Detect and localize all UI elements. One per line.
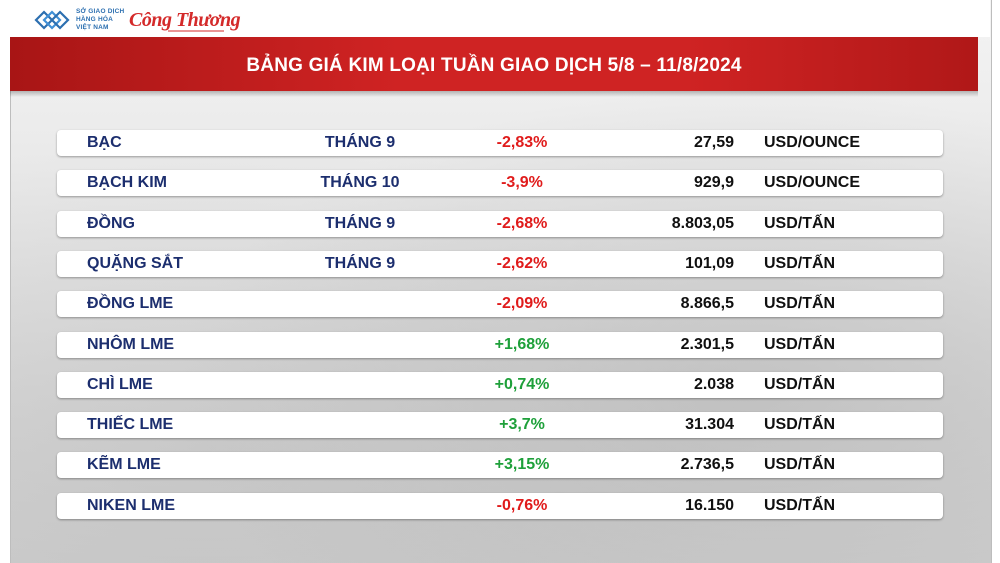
table-row: BẠCH KIM THÁNG 10 -3,9% 929,9 USD/OUNCE [57, 170, 943, 196]
change-percent: +3,7% [499, 416, 545, 433]
price-value: 2.038 [693, 376, 734, 393]
change-percent: +1,68% [494, 336, 550, 353]
header-bar: SỞ GIAO DỊCH HÀNG HÓA VIỆT NAM Công Thươ… [10, 0, 990, 37]
contract-month [305, 493, 415, 519]
sgd-logo-line: SỞ GIAO DỊCH [76, 8, 125, 15]
table-row: CHÌ LME +0,74% 2.038 USD/TẤN [57, 372, 943, 398]
table-row: ĐỒNG THÁNG 9 -2,68% 8.803,05 USD/TẤN [57, 211, 943, 237]
contract-month [305, 372, 415, 398]
price-unit: USD/OUNCE [764, 174, 861, 191]
metal-name: BẠC [87, 134, 122, 151]
price-unit: USD/TẤN [764, 497, 836, 514]
table-row: QUẶNG SẮT THÁNG 9 -2,62% 101,09 USD/TẤN [57, 251, 943, 277]
change-percent: -2,68% [496, 215, 548, 232]
metal-name: CHÌ LME [87, 376, 153, 393]
metal-name: NIKEN LME [87, 497, 175, 514]
change-percent: -0,76% [496, 497, 548, 514]
price-value: 31.304 [685, 416, 734, 433]
price-unit: USD/TẤN [764, 336, 836, 353]
price-value: 8.866,5 [680, 295, 734, 312]
change-percent: +3,15% [494, 456, 550, 473]
sgd-logo-line: VIỆT NAM [76, 24, 109, 31]
banner-shadow [10, 91, 978, 97]
change-percent: -2,09% [496, 295, 548, 312]
contract-month: THÁNG 9 [324, 215, 396, 232]
metal-name: BẠCH KIM [87, 174, 167, 191]
price-value: 929,9 [693, 174, 734, 191]
metal-name: THIẾC LME [87, 416, 174, 433]
table-row: NHÔM LME +1,68% 2.301,5 USD/TẤN [57, 332, 943, 358]
metal-name: KẼM LME [87, 456, 161, 473]
metal-name: QUẶNG SẮT [87, 255, 183, 272]
congthuong-logo: Công Thương [129, 9, 241, 31]
price-value: 16.150 [685, 497, 734, 514]
change-percent: -3,9% [501, 174, 543, 191]
contract-month [305, 332, 415, 358]
metal-name: ĐỒNG [87, 215, 135, 232]
price-value: 27,59 [693, 134, 734, 151]
price-unit: USD/TẤN [764, 255, 836, 272]
price-unit: USD/TẤN [764, 295, 836, 312]
contract-month: THÁNG 9 [324, 134, 396, 151]
price-unit: USD/TẤN [764, 456, 836, 473]
price-unit: USD/TẤN [764, 376, 836, 393]
change-percent: -2,62% [496, 255, 548, 272]
title-banner: BẢNG GIÁ KIM LOẠI TUẦN GIAO DỊCH 5/8 – 1… [10, 37, 978, 91]
price-unit: USD/TẤN [764, 416, 836, 433]
contract-month [305, 452, 415, 478]
change-percent: +0,74% [494, 376, 550, 393]
price-value: 8.803,05 [671, 215, 734, 232]
contract-month [305, 291, 415, 317]
price-unit: USD/TẤN [764, 215, 836, 232]
metal-name: NHÔM LME [87, 336, 175, 353]
contract-month: THÁNG 9 [324, 255, 396, 272]
metal-name: ĐỒNG LME [87, 295, 174, 312]
congthuong-logo-underline [168, 30, 224, 32]
contract-month [305, 412, 415, 438]
page-title: BẢNG GIÁ KIM LOẠI TUẦN GIAO DỊCH 5/8 – 1… [246, 55, 742, 76]
table-row: ĐỒNG LME -2,09% 8.866,5 USD/TẤN [57, 291, 943, 317]
table-row: NIKEN LME -0,76% 16.150 USD/TẤN [57, 493, 943, 519]
price-value: 2.301,5 [680, 336, 734, 353]
table-row: THIẾC LME +3,7% 31.304 USD/TẤN [57, 412, 943, 438]
table-row: BẠC THÁNG 9 -2,83% 27,59 USD/OUNCE [57, 130, 943, 156]
price-value: 2.736,5 [680, 456, 734, 473]
sgd-logo: SỞ GIAO DỊCH HÀNG HÓA VIỆT NAM [34, 6, 124, 34]
contract-month: THÁNG 10 [320, 174, 400, 191]
price-value: 101,09 [685, 255, 734, 272]
change-percent: -2,83% [496, 134, 548, 151]
sgd-logo-line: HÀNG HÓA [76, 16, 113, 23]
price-unit: USD/OUNCE [764, 134, 861, 151]
sgd-logo-icon [34, 10, 70, 30]
table-row: KẼM LME +3,15% 2.736,5 USD/TẤN [57, 452, 943, 478]
